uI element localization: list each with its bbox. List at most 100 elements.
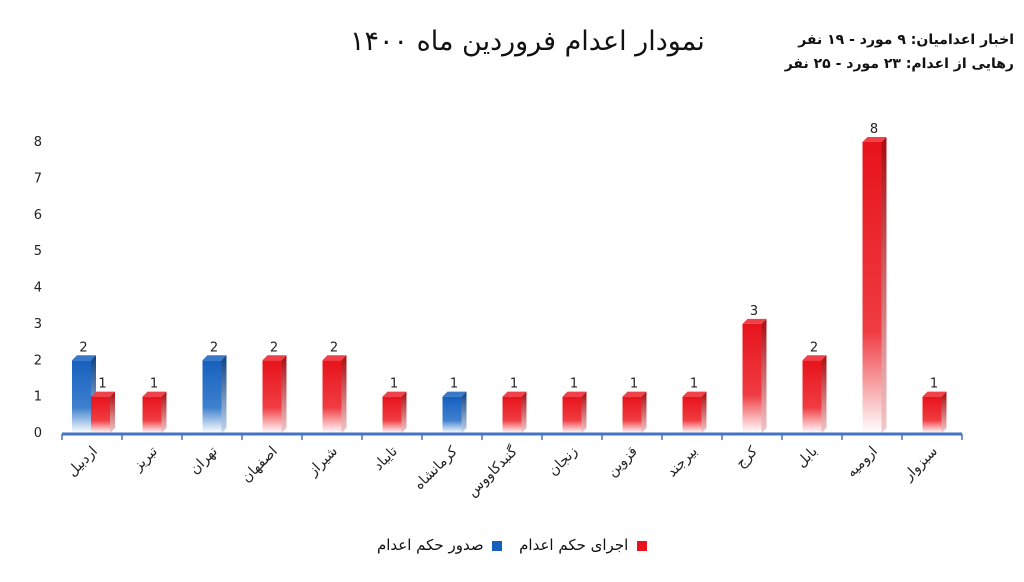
- bar-execution: 1: [502, 377, 527, 433]
- data-label: 2: [270, 340, 278, 355]
- bar-top-face: [502, 391, 527, 397]
- bar-front-face: [622, 396, 642, 433]
- x-axis: [61, 432, 963, 440]
- bar-side-face: [701, 391, 707, 433]
- bar-side-face: [110, 391, 115, 433]
- legend-item-blue: صدور حکم اعدام: [377, 536, 503, 554]
- legend-item-red: اجرای حکم اعدام: [519, 536, 648, 554]
- x-category-label: اصفهان: [239, 444, 281, 486]
- bars-layer: 2 1 1 2 2 2 1 1 1 1 1 1 3 2 8 1: [72, 122, 947, 433]
- bar-top-face: [562, 391, 587, 397]
- x-category-label: تایباد: [371, 443, 401, 473]
- bar-execution: 1: [922, 377, 947, 433]
- x-category-label: زنجان: [545, 444, 581, 480]
- x-category-label: گنبدکاووس: [464, 443, 522, 501]
- data-label: 1: [630, 377, 638, 392]
- x-category-label: تهران: [187, 443, 221, 477]
- stats-line-executions: اخبار اعدامیان: ۹ مورد - ۱۹ نفر: [798, 32, 1014, 48]
- bar-execution: 1: [382, 377, 407, 433]
- data-label: 1: [570, 377, 578, 392]
- bar-top-face: [862, 137, 887, 142]
- legend-label-red: اجرای حکم اعدام: [519, 536, 629, 554]
- y-tick-label: 3: [34, 317, 42, 332]
- x-category-label: کرمانشاه: [411, 443, 461, 493]
- y-tick-label: 0: [34, 426, 42, 441]
- bar-side-face: [641, 391, 647, 433]
- bar-side-face: [821, 355, 827, 433]
- bar-front-face: [502, 396, 522, 433]
- bar-execution: 8: [862, 122, 887, 433]
- data-label: 2: [210, 340, 218, 355]
- x-category-label: سبزوار: [900, 444, 941, 485]
- bar-side-face: [401, 391, 407, 433]
- y-axis: 0 1 2 3 4 5 6 7 8: [34, 135, 42, 441]
- bar-top-face: [622, 391, 647, 397]
- bar-front-face: [322, 360, 342, 433]
- bar-side-face: [461, 391, 467, 433]
- bar-side-face: [341, 355, 347, 433]
- bar-front-face: [802, 360, 822, 433]
- stats-summary: اخبار اعدامیان: ۹ مورد - ۱۹ نفر رهایی از…: [785, 28, 1014, 76]
- x-category-label: کرج: [733, 443, 761, 471]
- bar-top-face: [922, 391, 947, 397]
- bar-chart: 0 1 2 3 4 5 6 7 8 2 1 1 2 2 2 1 1 1 1 1 1 3 2 8 1 اردبیل تبریز ته…: [34, 122, 963, 501]
- data-label: 1: [98, 377, 106, 392]
- bar-top-face: [72, 355, 96, 361]
- bar-side-face: [941, 391, 947, 433]
- data-label: 1: [150, 377, 158, 392]
- bar-execution: 1: [562, 377, 587, 433]
- bar-top-face: [442, 391, 467, 397]
- bar-execution: 1: [682, 377, 707, 433]
- bar-front-face: [922, 396, 942, 433]
- y-tick-label: 7: [34, 171, 42, 186]
- y-tick-label: 2: [34, 353, 42, 368]
- x-category-label: بابل: [793, 444, 820, 471]
- x-category-label: شیراز: [305, 444, 341, 480]
- data-label: 2: [810, 340, 818, 355]
- x-category-label: قزوین: [604, 444, 641, 481]
- bar-execution: 1: [142, 377, 167, 433]
- x-category-label: تبریز: [129, 443, 161, 475]
- bar-top-face: [382, 391, 407, 397]
- bar-top-face: [802, 355, 827, 361]
- legend-swatch-blue: [492, 540, 503, 551]
- bar-front-face: [91, 396, 110, 433]
- bar-front-face: [72, 360, 91, 433]
- bar-front-face: [382, 396, 402, 433]
- data-label: 1: [510, 377, 518, 392]
- bar-front-face: [262, 360, 282, 433]
- chart-title: نمودار اعدام فروردین ماه ۱۴۰۰: [350, 26, 705, 57]
- bar-front-face: [142, 396, 162, 433]
- bar-sentence: 2: [202, 340, 227, 433]
- chart-legend: اجرای حکم اعدام صدور حکم اعدام: [0, 536, 1024, 554]
- x-axis-labels: اردبیل تبریز تهران اصفهان شیراز تایباد کرمانشا…: [64, 443, 940, 501]
- bar-execution: 3: [742, 304, 767, 433]
- bar-front-face: [562, 396, 582, 433]
- bar-execution: 1: [622, 377, 647, 433]
- stats-line-rescued: رهایی از اعدام: ۲۳ مورد - ۲۵ نفر: [784, 56, 1014, 72]
- data-label: 2: [330, 340, 338, 355]
- data-label: 3: [750, 304, 758, 319]
- bar-execution: 2: [262, 340, 287, 433]
- bar-execution: 1: [91, 377, 115, 433]
- y-tick-label: 6: [34, 208, 42, 223]
- bar-side-face: [281, 355, 287, 433]
- bar-top-face: [742, 318, 767, 324]
- x-category-label: بیرجند: [664, 444, 701, 481]
- data-label: 2: [79, 340, 87, 355]
- bar-side-face: [221, 355, 227, 433]
- bar-top-face: [682, 391, 707, 397]
- bar-top-face: [142, 391, 167, 397]
- bar-front-face: [442, 396, 462, 433]
- data-label: 1: [450, 377, 458, 392]
- bar-side-face: [581, 391, 587, 433]
- data-label: 8: [870, 122, 878, 137]
- bar-front-face: [202, 360, 222, 433]
- x-category-label: اردبیل: [64, 444, 100, 480]
- bar-side-face: [761, 318, 767, 433]
- data-label: 1: [930, 377, 938, 392]
- bar-execution: 2: [802, 340, 827, 433]
- data-label: 1: [390, 377, 398, 392]
- x-category-label: ارومیه: [844, 444, 881, 481]
- y-tick-label: 1: [34, 390, 42, 405]
